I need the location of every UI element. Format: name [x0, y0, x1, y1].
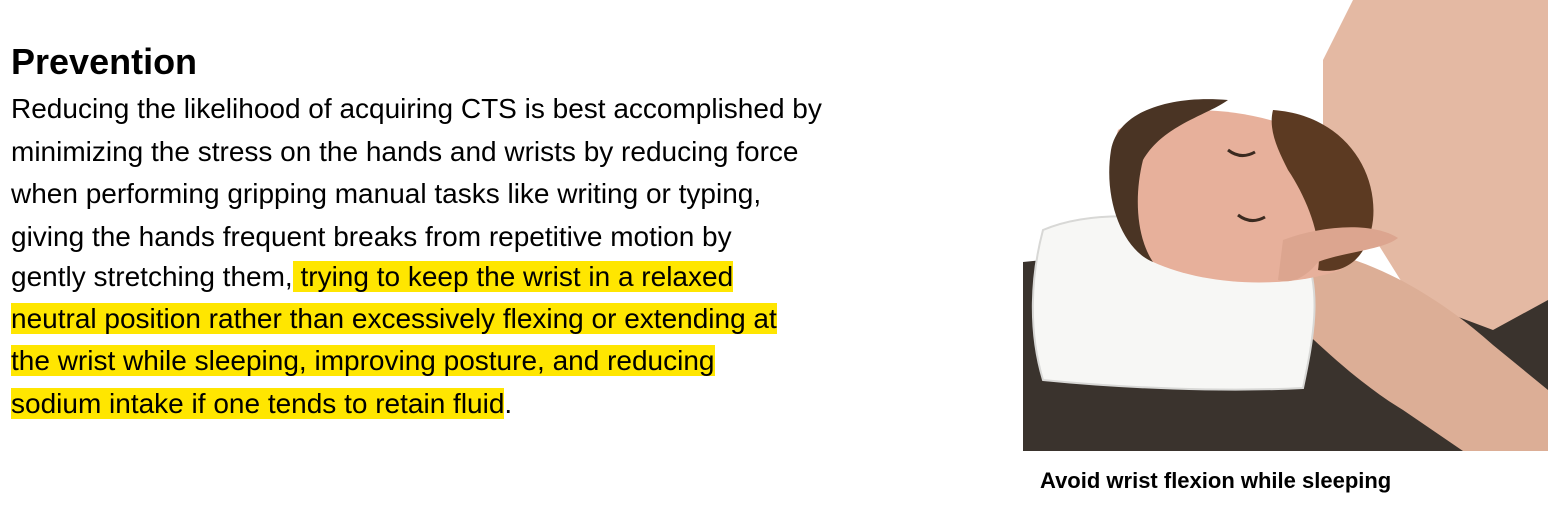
body-line-5: gently stretching them, trying to keep t…: [11, 258, 734, 296]
line-text: gently stretching them,: [11, 261, 293, 292]
line-text: when performing gripping manual tasks li…: [11, 178, 762, 209]
hand-shape: [1278, 227, 1398, 282]
arm-shape: [1273, 248, 1548, 451]
line-text: Reducing the likelihood of acquiring CTS…: [11, 93, 822, 124]
section-heading: Prevention: [11, 41, 198, 82]
photo-caption: Avoid wrist flexion while sleeping: [1040, 468, 1392, 493]
body-line-1: Reducing the likelihood of acquiring CTS…: [11, 90, 822, 128]
hair-shape: [1109, 99, 1228, 262]
body-line-8: sodium intake if one tends to retain flu…: [11, 385, 512, 423]
sleeping-man-photo: [1023, 0, 1548, 451]
line-text: giving the hands frequent breaks from re…: [11, 221, 732, 252]
highlighted-text: the wrist while sleeping, improving post…: [11, 345, 715, 376]
body-line-6: neutral position rather than excessively…: [11, 300, 777, 338]
body-line-7: the wrist while sleeping, improving post…: [11, 342, 715, 380]
highlighted-text: neutral position rather than excessively…: [11, 303, 777, 334]
line-text: .: [504, 388, 513, 419]
eye-shape: [1237, 213, 1266, 222]
eye-shape: [1227, 148, 1256, 157]
highlighted-text: trying to keep the wrist in a relaxed: [292, 261, 734, 292]
line-text: minimizing the stress on the hands and w…: [11, 136, 799, 167]
body-line-4: giving the hands frequent breaks from re…: [11, 218, 732, 256]
body-line-2: minimizing the stress on the hands and w…: [11, 133, 799, 171]
highlighted-text: sodium intake if one tends to retain flu…: [11, 388, 505, 419]
body-line-3: when performing gripping manual tasks li…: [11, 175, 761, 213]
torso-shape: [1323, 0, 1548, 330]
